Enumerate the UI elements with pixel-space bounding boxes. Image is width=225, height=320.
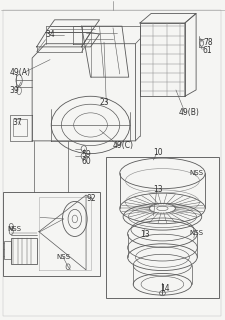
Bar (106, 157, 218, 298)
Bar (13, 119, 26, 136)
Text: 34: 34 (45, 30, 55, 39)
Text: 59: 59 (81, 150, 91, 159)
Text: 13: 13 (139, 230, 149, 239)
Bar (3, 192, 99, 276)
Text: 37: 37 (12, 118, 22, 127)
Text: 14: 14 (160, 284, 169, 292)
Text: 49(B): 49(B) (177, 108, 198, 117)
Bar (11, 238, 36, 264)
Text: 78: 78 (202, 38, 212, 47)
Text: 13: 13 (153, 185, 162, 194)
Text: NSS: NSS (189, 230, 202, 236)
Text: NSS: NSS (57, 254, 70, 260)
Text: 39: 39 (10, 86, 19, 95)
Text: NSS: NSS (189, 170, 202, 176)
Text: 61: 61 (202, 45, 212, 55)
Text: 60: 60 (81, 157, 91, 166)
Text: 23: 23 (99, 98, 109, 107)
Text: 49(A): 49(A) (10, 68, 31, 77)
Text: 10: 10 (153, 148, 162, 157)
Bar (4, 241, 11, 259)
Text: 92: 92 (86, 194, 95, 204)
Text: 49(C): 49(C) (112, 141, 133, 150)
Text: NSS: NSS (7, 227, 21, 232)
